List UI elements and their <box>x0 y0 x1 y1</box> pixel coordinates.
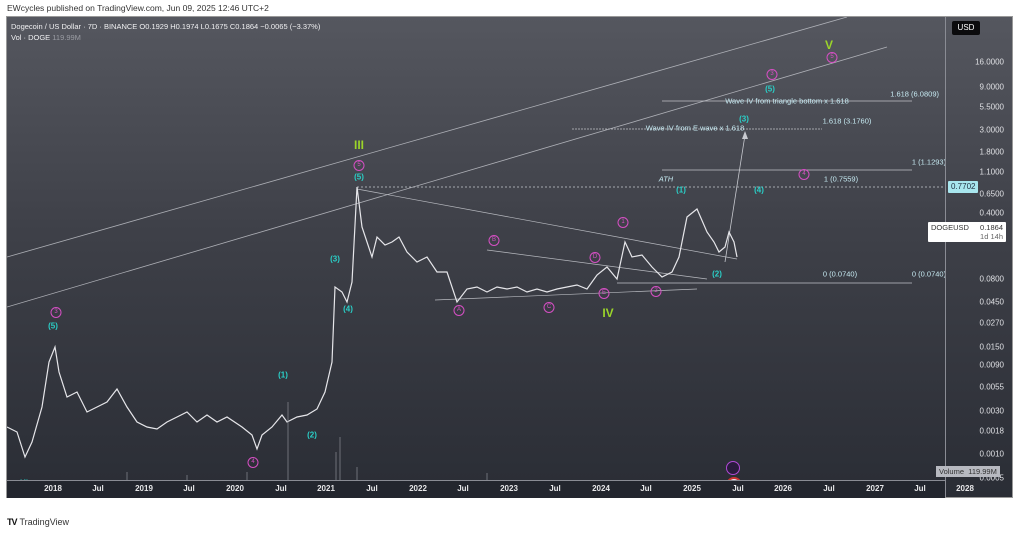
published-line: EWcycles published on TradingView.com, J… <box>7 3 269 13</box>
y-tick: 0.0005 <box>979 473 1004 483</box>
x-tick: 2025 <box>683 484 701 493</box>
y-tick: 16.0000 <box>975 57 1004 67</box>
x-tick: Jul <box>92 484 104 493</box>
wave-E: E <box>598 287 610 299</box>
wave-m2-2024: 2 <box>650 285 662 297</box>
wave-c4-2021: (4) <box>343 304 353 314</box>
ath-price-tag: 0.7702 <box>948 181 979 193</box>
wave-A: A <box>453 304 465 316</box>
y-tick: 3.0000 <box>979 125 1004 135</box>
x-tick: Jul <box>366 484 378 493</box>
vol-value: 119.99M <box>52 33 81 42</box>
x-tick: 2021 <box>317 484 335 493</box>
tradingview-logo-icon: TV <box>7 517 17 527</box>
y-tick: 0.0270 <box>979 318 1004 328</box>
current-price-tag: DOGEUSD 0.1864 1d 14h <box>928 222 1006 242</box>
wave-c3-proj: (3) <box>739 114 749 124</box>
annotation-wave-iv-triangle: Wave IV from triangle bottom x 1.618 <box>725 96 849 106</box>
y-tick: 0.4000 <box>979 208 1004 218</box>
currency-button[interactable]: USD <box>952 21 980 35</box>
x-tick: Jul <box>183 484 195 493</box>
event-icon[interactable] <box>726 461 740 475</box>
y-tick: 1.1000 <box>979 167 1004 177</box>
volume-tag: Volume 119.99M <box>936 466 1000 477</box>
wave-m4-2020: 4 <box>247 456 259 468</box>
y-tick: 0.0010 <box>979 449 1004 459</box>
x-tick: 2020 <box>226 484 244 493</box>
ath-label: ATH <box>658 174 674 184</box>
wave-m3-proj: 3 <box>766 68 778 80</box>
current-symbol: DOGEUSD <box>931 223 969 232</box>
x-tick: 2022 <box>409 484 427 493</box>
wave-c2-2020: (2) <box>307 430 317 440</box>
price-axis[interactable]: USD 16.0000 9.0000 5.5000 3.0000 1.8000 … <box>945 17 1013 497</box>
fib-0-b: 0 (0.0740) <box>911 269 947 279</box>
x-tick: 2019 <box>135 484 153 493</box>
wave-c1-2020: (1) <box>278 370 288 380</box>
wave-D: D <box>589 251 601 263</box>
x-tick: 2023 <box>500 484 518 493</box>
wave-C: C <box>543 301 555 313</box>
x-tick: 2028 <box>956 484 974 493</box>
x-tick: 2026 <box>774 484 792 493</box>
x-tick: Jul <box>275 484 287 493</box>
wave-IV-label: IV <box>602 306 614 320</box>
x-tick: Jul <box>914 484 926 493</box>
vol-label: Vol · DOGE <box>11 33 51 42</box>
y-tick: 9.0000 <box>979 82 1004 92</box>
x-tick: 2024 <box>592 484 610 493</box>
y-tick: 0.0090 <box>979 360 1004 370</box>
symbol-line: Dogecoin / US Dollar · 7D · BINANCE O0.1… <box>11 22 321 31</box>
wave-B: B <box>488 234 500 246</box>
fib-1-b: 1 (0.7559) <box>823 174 859 184</box>
wave-c5-top: (5) <box>354 172 364 182</box>
fib-0-a: 0 (0.0740) <box>822 269 858 279</box>
wave-m5-proj: 5 <box>826 51 838 63</box>
chart-drawing <box>7 17 945 480</box>
annotation-wave-iv-e: Wave IV from E wave x 1.618 <box>645 123 745 133</box>
x-tick: 2018 <box>44 484 62 493</box>
x-tick: Jul <box>640 484 652 493</box>
x-tick: Jul <box>732 484 744 493</box>
bar-countdown: 1d 14h <box>980 232 1003 241</box>
fib-1618-b: 1.618 (3.1760) <box>822 116 872 126</box>
wave-m4-proj: 4 <box>798 168 810 180</box>
wave-III-label: III <box>353 138 365 152</box>
plot-area[interactable]: Dogecoin / US Dollar · 7D · BINANCE O0.1… <box>7 17 947 493</box>
wave-c1-2024: (1) <box>676 185 686 195</box>
brand-label: TradingView <box>19 517 70 527</box>
y-tick: 0.0450 <box>979 297 1004 307</box>
wave-m3-2018: 3 <box>50 306 62 318</box>
x-tick: 2027 <box>866 484 884 493</box>
y-tick: 5.5000 <box>979 102 1004 112</box>
wave-V-label: V <box>824 38 834 52</box>
y-tick: 0.0150 <box>979 342 1004 352</box>
y-tick: 0.0055 <box>979 382 1004 392</box>
tradingview-brand[interactable]: TV TradingView <box>7 517 69 527</box>
wave-c4-proj: (4) <box>754 185 764 195</box>
x-tick: Jul <box>457 484 469 493</box>
x-tick: Jul <box>823 484 835 493</box>
wave-c2-2025: (2) <box>712 269 722 279</box>
fib-1-a: 1 (1.1293) <box>911 157 947 167</box>
wave-m1-2024: 1 <box>617 216 629 228</box>
wave-m5-top: 5 <box>353 159 365 171</box>
y-tick: 0.6500 <box>979 189 1004 199</box>
y-tick: 0.0800 <box>979 274 1004 284</box>
y-tick: 0.0018 <box>979 426 1004 436</box>
y-tick: 1.8000 <box>979 147 1004 157</box>
chart-frame[interactable]: Dogecoin / US Dollar · 7D · BINANCE O0.1… <box>6 16 1013 498</box>
wave-c3-2021: (3) <box>330 254 340 264</box>
wave-c5-proj: (5) <box>765 84 775 94</box>
chart-legend[interactable]: Dogecoin / US Dollar · 7D · BINANCE O0.1… <box>11 21 320 43</box>
y-tick: 0.0030 <box>979 406 1004 416</box>
time-axis[interactable]: 2018 Jul 2019 Jul 2020 Jul 2021 Jul 2022… <box>7 480 974 498</box>
x-tick: Jul <box>549 484 561 493</box>
wave-c5-2018: (5) <box>48 321 58 331</box>
current-price: 0.1864 <box>980 223 1003 232</box>
fib-1618-a: 1.618 (6.0809) <box>890 89 939 99</box>
